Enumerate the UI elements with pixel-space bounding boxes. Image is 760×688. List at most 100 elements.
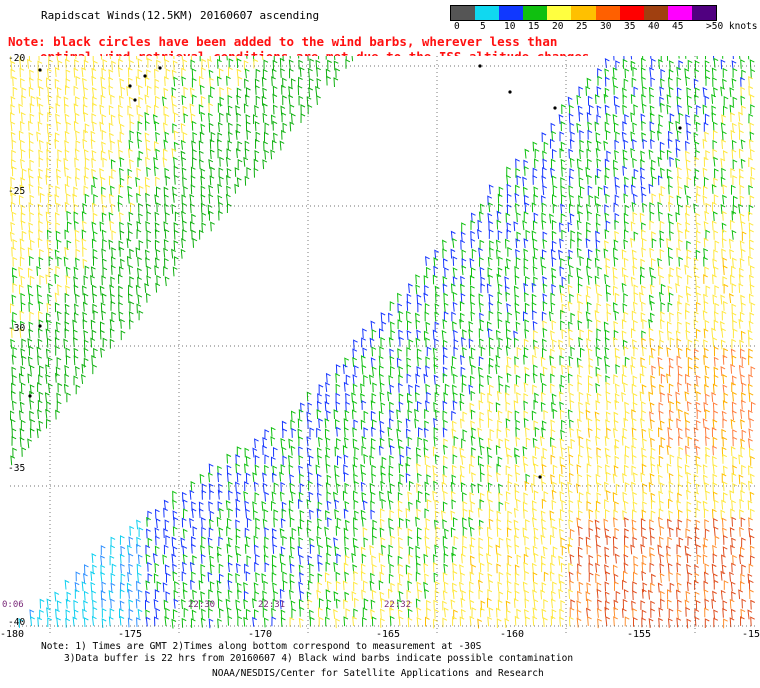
wind-barb	[317, 573, 323, 584]
wind-barb	[568, 536, 574, 547]
wind-barb	[732, 328, 738, 339]
wind-barb	[334, 499, 340, 510]
wind-barb	[371, 392, 377, 403]
wind-barb	[225, 156, 231, 167]
wind-barb	[173, 76, 179, 87]
wind-barb	[154, 222, 160, 233]
wind-barb	[12, 238, 18, 249]
wind-barb	[641, 132, 647, 143]
wind-barb	[560, 158, 566, 169]
wind-barb	[306, 447, 312, 458]
wind-barb	[155, 176, 160, 187]
wind-barb	[81, 363, 87, 374]
wind-barb	[586, 229, 591, 239]
wind-barb	[748, 85, 754, 96]
wind-barb	[685, 606, 691, 617]
wind-barb	[288, 86, 294, 96]
wind-barb	[550, 534, 555, 545]
wind-barb	[732, 465, 738, 475]
wind-barb	[685, 427, 690, 438]
wind-barb	[28, 140, 34, 151]
wind-barb	[470, 454, 476, 465]
wind-barb	[669, 582, 675, 593]
wind-barb	[561, 276, 567, 287]
wind-barb	[659, 444, 664, 455]
wind-barb	[298, 446, 303, 456]
wind-barb	[587, 616, 592, 626]
wind-barb	[738, 274, 744, 285]
wind-barb	[496, 428, 502, 439]
wind-barb	[442, 617, 448, 628]
wind-barb	[649, 526, 655, 537]
wind-barb	[506, 336, 512, 347]
wind-barb	[281, 501, 287, 512]
wind-barb	[136, 131, 142, 142]
wind-barb	[11, 328, 16, 338]
wind-barb	[461, 249, 467, 260]
wind-barb	[29, 275, 35, 286]
wind-barb	[605, 419, 611, 430]
wind-barb	[379, 382, 385, 393]
wind-barb	[658, 345, 664, 356]
wind-barb	[127, 67, 133, 78]
wind-barb	[244, 78, 249, 89]
wind-barb	[632, 122, 638, 133]
wind-barb	[650, 600, 656, 611]
wind-barb	[704, 266, 710, 277]
wind-barb	[676, 338, 682, 348]
wind-barb	[713, 156, 719, 167]
wind-barb	[721, 130, 727, 141]
wind-barb	[399, 473, 405, 484]
wind-barb	[74, 581, 80, 592]
wind-barb	[388, 437, 394, 448]
wind-barb	[525, 616, 531, 627]
wind-barb	[345, 58, 351, 69]
wind-barb	[587, 427, 593, 438]
wind-barb	[595, 435, 601, 446]
wind-barb	[45, 348, 51, 359]
wind-barb	[309, 543, 315, 554]
wind-barb	[38, 103, 44, 114]
wind-barb	[21, 230, 27, 241]
wind-barb	[433, 257, 439, 268]
wind-barb	[723, 283, 729, 294]
wind-barb	[604, 564, 609, 575]
wind-barb	[351, 552, 357, 563]
wind-barb	[604, 158, 610, 169]
wind-barb	[47, 383, 53, 393]
wind-barb	[478, 519, 484, 530]
wind-barb	[666, 589, 672, 600]
wind-barb	[416, 581, 422, 592]
wind-barb	[73, 120, 79, 131]
wind-barb	[28, 202, 34, 212]
wind-barb	[417, 302, 423, 313]
wind-barb	[290, 419, 296, 430]
wind-barb	[38, 149, 44, 160]
wind-barb	[576, 483, 581, 494]
wind-barb	[252, 616, 257, 627]
wind-barb	[308, 67, 313, 78]
wind-barb	[578, 300, 584, 311]
wind-barb	[20, 177, 26, 188]
wind-barb	[208, 518, 214, 529]
wind-barb	[550, 562, 555, 573]
wind-barb	[722, 67, 728, 78]
wind-barb	[11, 354, 17, 365]
wind-barb	[580, 347, 585, 358]
wind-barb	[516, 175, 522, 185]
wind-barb	[632, 339, 637, 350]
wind-barb	[56, 239, 62, 250]
wind-barb	[390, 365, 395, 376]
wind-barb	[666, 444, 672, 455]
wind-barb	[694, 60, 700, 71]
wind-barb	[138, 212, 143, 223]
wind-barb	[506, 356, 512, 367]
wind-barb	[586, 607, 591, 618]
wind-barb	[174, 580, 179, 591]
wind-barb	[532, 167, 538, 178]
wind-barb	[156, 59, 161, 70]
wind-barb	[686, 292, 692, 303]
wind-barb	[163, 507, 168, 518]
wind-barb	[462, 491, 467, 502]
wind-barb	[569, 427, 575, 438]
